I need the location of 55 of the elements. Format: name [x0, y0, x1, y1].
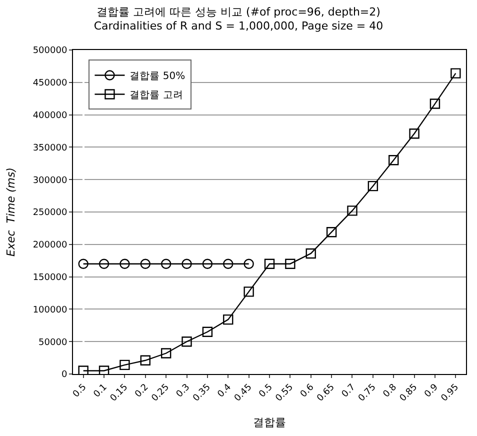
point [78, 258, 88, 269]
point [98, 258, 110, 269]
x-tick-label: 0.3 [174, 382, 192, 400]
x-tick-label: 0.9 [423, 382, 440, 400]
point [160, 348, 172, 358]
point [120, 360, 130, 370]
point [244, 258, 254, 269]
point [306, 248, 316, 259]
y-tick-label: 0 [61, 370, 68, 380]
point [347, 206, 358, 216]
legend-label: 결합률 고려 [130, 90, 183, 102]
chart-title: 결합률 고려에 따른 성능 비교 (#of proc=96, depth=2) [96, 5, 380, 18]
point [140, 258, 150, 269]
point [285, 258, 296, 269]
x-tick-label: 0.8 [382, 382, 400, 400]
y-tick-label: 350000 [32, 143, 68, 154]
y-tick-label: 400000 [32, 110, 68, 121]
point [202, 326, 213, 337]
point [244, 286, 254, 297]
x-tick-label: 0.2 [133, 382, 151, 400]
x-axis-title: 결합률 [253, 416, 286, 429]
point [98, 366, 110, 374]
y-tick-label: 50000 [38, 338, 68, 348]
x-tick-label: 0.1 [92, 382, 110, 400]
y-tick-label: 100000 [32, 305, 68, 316]
point [160, 258, 172, 269]
y-tick-label: 450000 [32, 78, 68, 89]
point [78, 366, 88, 374]
point [202, 258, 213, 269]
point [450, 68, 461, 78]
point [264, 258, 275, 269]
x-tick-label: 0.5 [71, 382, 89, 400]
point [368, 180, 378, 192]
x-tick-label: 0.7 [340, 382, 358, 400]
point [388, 155, 399, 166]
y-axis-title: Exec Time (ms) [4, 167, 18, 257]
y-tick-label: 150000 [32, 272, 68, 283]
point [182, 336, 192, 347]
point [223, 314, 234, 325]
point [223, 258, 234, 269]
x-tick-label: 0.6 [298, 382, 316, 400]
point [409, 128, 420, 139]
point [140, 355, 150, 366]
point [430, 98, 440, 109]
y-tick-label: 200000 [32, 240, 68, 251]
x-tick-label: 0.5 [258, 382, 275, 400]
point [326, 226, 337, 238]
y-tick-label: 250000 [32, 208, 68, 218]
y-tick-label: 300000 [32, 176, 68, 186]
point [120, 258, 130, 269]
y-tick-label: 500000 [32, 46, 68, 56]
legend-label: 결합률 50% [130, 71, 186, 82]
chart-subtitle: Cardinalities of R and S = 1,000,000, Page size = 40 [94, 20, 384, 33]
x-tick-label: 0.4 [216, 382, 234, 400]
point [182, 258, 192, 269]
